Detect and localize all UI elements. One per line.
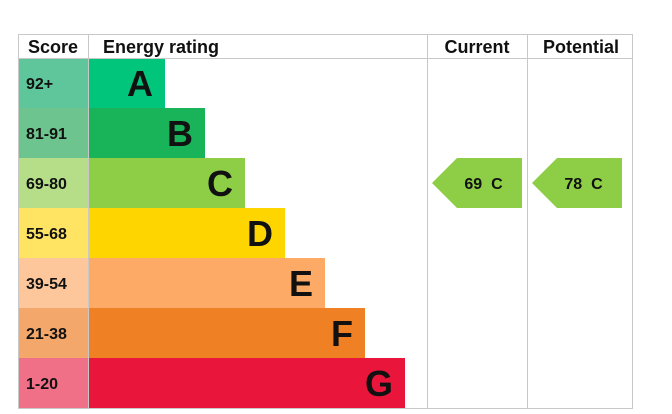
rating-letter-d: D [247,213,273,254]
rating-bar-a [88,58,165,108]
score-cell-b [18,108,88,158]
rating-letter-e: E [289,263,313,304]
rating-bar-e [88,258,325,308]
score-label-a: 92+ [26,76,53,93]
band-a: 92+ A [18,58,165,108]
band-e: 39-54 E [18,258,325,308]
band-f: 21-38 F [18,308,365,358]
rating-bar-c [88,158,245,208]
rating-letter-a: A [127,63,153,104]
score-label-d: 55-68 [26,226,67,243]
score-cell-g [18,358,88,408]
score-cell-c [18,158,88,208]
band-g: 1-20 G [18,358,405,408]
rating-bar-f [88,308,365,358]
score-label-g: 1-20 [26,376,58,393]
current-arrow-shape [432,158,522,208]
rating-letter-g: G [365,363,393,404]
potential-arrow-label: 78 C [564,176,603,193]
rating-bar-d [88,208,285,258]
score-label-f: 21-38 [26,326,67,343]
rating-letter-f: F [331,313,353,354]
current-arrow-label: 69 C [464,176,503,193]
score-cell-d [18,208,88,258]
score-cell-e [18,258,88,308]
band-c: 69-80 C [18,158,245,208]
rating-bar-b [88,108,205,158]
score-label-e: 39-54 [26,276,67,293]
potential-arrow-shape [532,158,622,208]
header-energy-rating: Energy rating [103,37,219,57]
table-grid [18,34,633,409]
current-rating-arrow: 69 C [432,158,522,208]
header-current: Current [444,37,509,57]
score-label-b: 81-91 [26,126,67,143]
rating-letter-c: C [207,163,233,204]
header-row: Score Energy rating Current Potential [28,37,619,57]
rating-letter-b: B [167,113,193,154]
potential-rating-arrow: 78 C [532,158,622,208]
band-b: 81-91 B [18,108,205,158]
bands: 92+ A 81-91 B 69-80 C 55-68 D 39-54 E 21-38 F 1-20 G [18,58,405,408]
score-cell-f [18,308,88,358]
band-d: 55-68 D [18,208,285,258]
score-cell-a [18,58,88,108]
score-label-c: 69-80 [26,176,67,193]
header-potential: Potential [543,37,619,57]
rating-arrows: 69 C 78 C [432,158,622,208]
rating-bar-g [88,358,405,408]
header-score: Score [28,37,78,57]
